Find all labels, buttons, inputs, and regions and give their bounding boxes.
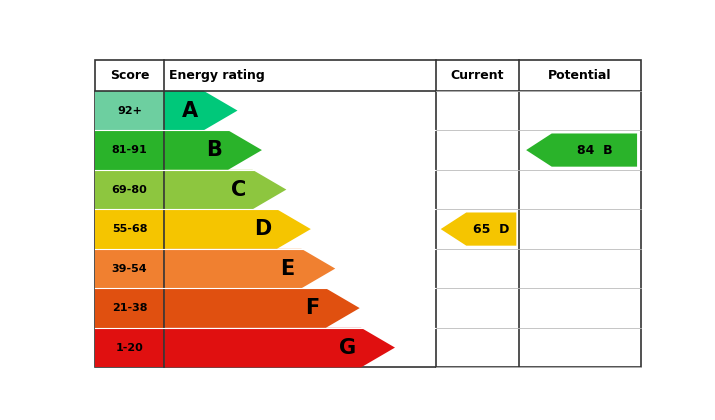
Text: 81-91: 81-91 (112, 145, 147, 155)
Polygon shape (164, 328, 395, 368)
Text: A: A (182, 100, 198, 121)
Text: B: B (207, 140, 222, 160)
Text: D: D (255, 219, 272, 239)
Text: Score: Score (110, 69, 149, 82)
Bar (95, 328, 164, 368)
Text: Potential: Potential (548, 69, 611, 82)
Text: 92+: 92+ (117, 105, 142, 116)
Text: 55-68: 55-68 (112, 224, 147, 234)
Polygon shape (164, 170, 287, 209)
Polygon shape (526, 134, 637, 167)
Text: E: E (280, 259, 295, 278)
Text: 1-20: 1-20 (116, 343, 144, 352)
Bar (95, 288, 164, 328)
Bar (95, 130, 164, 170)
Polygon shape (164, 91, 237, 130)
Text: Current: Current (450, 69, 504, 82)
Text: F: F (305, 298, 319, 318)
Text: 39-54: 39-54 (112, 264, 147, 273)
Bar (95, 170, 164, 209)
Polygon shape (164, 130, 262, 170)
Text: Energy rating: Energy rating (169, 69, 265, 82)
Text: G: G (339, 338, 356, 357)
Polygon shape (164, 249, 335, 288)
Bar (95, 209, 164, 249)
Text: 21-38: 21-38 (112, 303, 147, 313)
Polygon shape (440, 213, 516, 246)
Text: 69-80: 69-80 (112, 184, 147, 194)
Polygon shape (164, 209, 311, 249)
Bar (95, 91, 164, 130)
Text: 84  B: 84 B (576, 144, 612, 157)
Text: C: C (231, 180, 246, 200)
Text: 65  D: 65 D (473, 223, 510, 236)
Polygon shape (164, 288, 360, 328)
Bar (95, 249, 164, 288)
